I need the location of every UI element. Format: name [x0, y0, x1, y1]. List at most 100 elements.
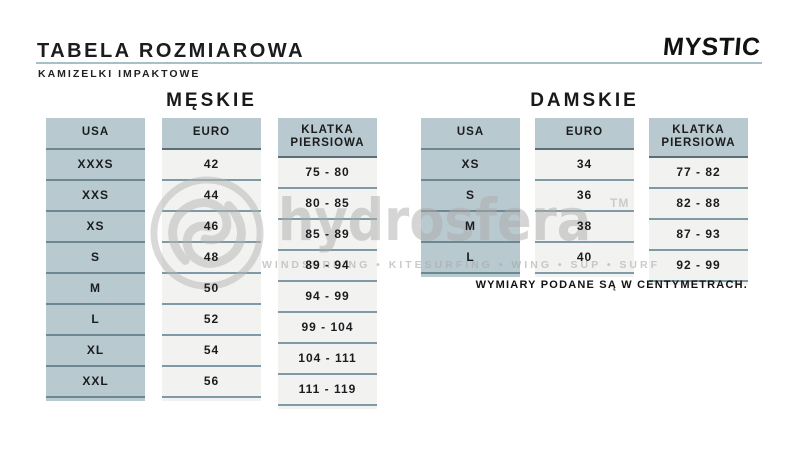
- size-cell: 82 - 88: [649, 189, 748, 220]
- column-header-label: EURO: [192, 126, 231, 139]
- units-footnote: WYMIARY PODANE SĄ W CENTYMETRACH.: [475, 279, 748, 291]
- column-header-label: USA: [456, 126, 485, 139]
- size-value: 36: [576, 187, 593, 202]
- size-cell: 85 - 89: [278, 220, 377, 251]
- size-value: 82 - 88: [676, 195, 721, 210]
- column-header-usa: USA: [46, 118, 145, 150]
- column-footer: [421, 274, 520, 277]
- column-klatka-piersiowa: KLATKA PIERSIOWA 75 - 80 80 - 85 85 - 89 89 -…: [278, 118, 377, 409]
- column-footer: [649, 282, 748, 285]
- size-cell: XXXS: [46, 150, 145, 181]
- column-header-euro: EURO: [535, 118, 634, 150]
- column-header-label: KLATKA: [672, 123, 725, 136]
- page-title: TABELA ROZMIAROWA: [37, 40, 306, 62]
- column-klatka-piersiowa: KLATKA PIERSIOWA 77 - 82 82 - 88 87 - 93 92 -…: [649, 118, 748, 285]
- size-cell: XS: [421, 150, 520, 181]
- size-value: 85 - 89: [305, 226, 350, 241]
- size-value: 52: [203, 311, 220, 326]
- size-value: 80 - 85: [305, 195, 350, 210]
- column-header-label: KLATKA: [301, 123, 354, 136]
- size-cell: 94 - 99: [278, 282, 377, 313]
- columns: USA XXXS XXS XS S M L XL XXL EURO 42 44 46 48 50 52 54 56…: [46, 118, 377, 409]
- size-cell: 80 - 85: [278, 189, 377, 220]
- column-header-label: EURO: [565, 126, 604, 139]
- size-cell: 46: [162, 212, 261, 243]
- size-cell: 92 - 99: [649, 251, 748, 282]
- size-cell: L: [46, 305, 145, 336]
- column-header-label: PIERSIOWA: [290, 137, 365, 149]
- section-meskie: MĘSKIE USA XXXS XXS XS S M L XL XXL EURO 42 44 46 48 5…: [46, 91, 377, 409]
- size-value: 99 - 104: [301, 319, 354, 334]
- size-value: 48: [203, 249, 220, 264]
- mystic-brand-logo: MYSTIC: [661, 33, 762, 61]
- size-value: L: [91, 311, 100, 326]
- section-title-meskie: MĘSKIE: [166, 90, 257, 111]
- size-value: 44: [203, 187, 220, 202]
- column-usa: USA XXXS XXS XS S M L XL XXL: [46, 118, 145, 409]
- size-value: M: [90, 280, 101, 295]
- column-euro: EURO 34 36 38 40: [535, 118, 634, 285]
- size-value: 34: [576, 156, 593, 171]
- size-cell: 50: [162, 274, 261, 305]
- section-title-damskie: DAMSKIE: [530, 90, 639, 111]
- column-footer: [278, 406, 377, 409]
- columns: USA XS S M L EURO 34 36 38 40 KLATKA PIERSIOWA 77 - …: [421, 118, 748, 285]
- size-cell: 38: [535, 212, 634, 243]
- column-header-klatka-piersiowa: KLATKA PIERSIOWA: [278, 118, 377, 158]
- size-value: 87 - 93: [676, 226, 721, 241]
- size-cell: M: [46, 274, 145, 305]
- column-footer: [162, 398, 261, 401]
- size-value: 75 - 80: [305, 164, 350, 179]
- column-footer: [46, 398, 145, 401]
- size-cell: XXS: [46, 181, 145, 212]
- size-value: 77 - 82: [676, 164, 721, 179]
- size-cell: S: [46, 243, 145, 274]
- size-value: 89 - 94: [305, 257, 350, 272]
- size-value: 42: [203, 156, 220, 171]
- size-cell: 99 - 104: [278, 313, 377, 344]
- size-value: 94 - 99: [305, 288, 350, 303]
- size-cell: XS: [46, 212, 145, 243]
- page-subtitle: KAMIZELKI IMPAKTOWE: [38, 68, 201, 80]
- size-value: L: [466, 249, 475, 264]
- column-header-label: PIERSIOWA: [661, 137, 736, 149]
- size-cell: M: [421, 212, 520, 243]
- header-divider: [36, 62, 762, 64]
- size-value: XS: [86, 218, 105, 233]
- column-euro: EURO 42 44 46 48 50 52 54 56: [162, 118, 261, 409]
- size-value: 46: [203, 218, 220, 233]
- size-cell: 36: [535, 181, 634, 212]
- size-cell: 87 - 93: [649, 220, 748, 251]
- size-cell: 89 - 94: [278, 251, 377, 282]
- size-cell: 34: [535, 150, 634, 181]
- column-usa: USA XS S M L: [421, 118, 520, 285]
- column-header-euro: EURO: [162, 118, 261, 150]
- size-value: XXXS: [77, 156, 114, 171]
- size-value: M: [465, 218, 476, 233]
- size-value: XXL: [82, 373, 109, 388]
- column-header-usa: USA: [421, 118, 520, 150]
- column-header-klatka-piersiowa: KLATKA PIERSIOWA: [649, 118, 748, 158]
- size-value: 54: [203, 342, 220, 357]
- size-cell: 48: [162, 243, 261, 274]
- size-value: 38: [576, 218, 593, 233]
- size-cell: L: [421, 243, 520, 274]
- size-value: 92 - 99: [676, 257, 721, 272]
- size-cell: 104 - 111: [278, 344, 377, 375]
- size-value: XS: [461, 156, 480, 171]
- size-value: XXS: [81, 187, 109, 202]
- size-cell: 54: [162, 336, 261, 367]
- size-cell: 56: [162, 367, 261, 398]
- size-cell: 40: [535, 243, 634, 274]
- size-cell: 44: [162, 181, 261, 212]
- size-cell: 75 - 80: [278, 158, 377, 189]
- size-value: S: [90, 249, 100, 264]
- size-cell: 42: [162, 150, 261, 181]
- size-value: 40: [576, 249, 593, 264]
- size-cell: 77 - 82: [649, 158, 748, 189]
- column-header-label: USA: [81, 126, 110, 139]
- size-value: 50: [203, 280, 220, 295]
- size-value: 104 - 111: [298, 350, 357, 365]
- size-cell: S: [421, 181, 520, 212]
